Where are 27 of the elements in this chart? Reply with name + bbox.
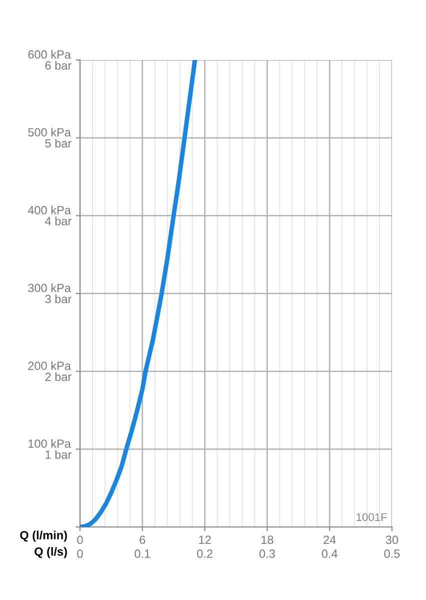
x2-tick-label: 0.1 xyxy=(134,550,150,558)
x2-tick-label: 0.2 xyxy=(197,550,212,558)
y2-tick-label: 3 bar xyxy=(45,294,72,304)
x2-tick-label: 0.3 xyxy=(259,550,275,558)
y-tick-label: 300 kPa xyxy=(28,283,71,292)
y-tick-label: 500 kPa xyxy=(28,128,71,136)
x-tick-label: 24 xyxy=(324,536,336,544)
x-tick-label: 6 xyxy=(140,536,146,544)
y2-tick-label: 1 bar xyxy=(46,450,72,459)
x2-tick-label: 0.4 xyxy=(322,550,338,558)
x-tick-label: 0 xyxy=(77,536,83,544)
y-tick-label: 600 kPa xyxy=(28,50,71,59)
x2-tick-label: 0 xyxy=(77,550,83,558)
y-tick-label: 400 kPa xyxy=(28,206,71,214)
y2-tick-label: 4 bar xyxy=(45,216,72,226)
x-tick-label: 12 xyxy=(199,536,211,544)
y2-tick-label: 2 bar xyxy=(45,372,72,382)
y2-tick-label: 5 bar xyxy=(45,138,72,148)
x-tick-label: 30 xyxy=(386,536,398,544)
y2-tick-label: 6 bar xyxy=(45,61,72,70)
x-tick-label: 18 xyxy=(262,536,274,544)
y-tick-label: 200 kPa xyxy=(28,361,71,370)
x2-tick-label: 0.5 xyxy=(384,550,400,558)
annotation: 1001F xyxy=(356,513,387,522)
x-axis-title: Q (l/min) xyxy=(20,530,67,542)
y-tick-label: 100 kPa xyxy=(28,439,71,448)
x2-axis-title: Q (l/s) xyxy=(34,547,67,558)
